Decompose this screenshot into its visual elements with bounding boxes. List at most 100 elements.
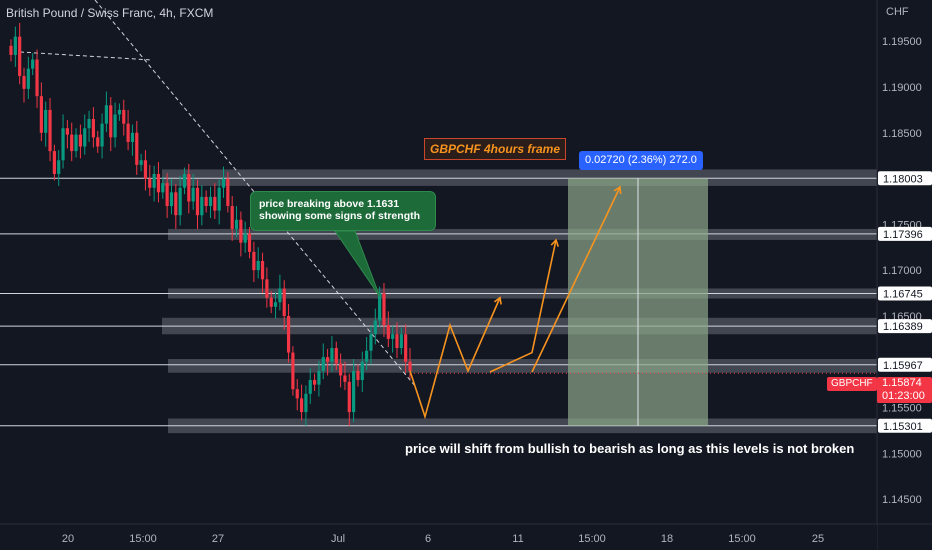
candle-body[interactable] — [408, 361, 412, 371]
candle-body[interactable] — [96, 137, 100, 147]
candle-body[interactable] — [334, 348, 338, 364]
candle-body[interactable] — [226, 178, 230, 207]
candle-body[interactable] — [234, 219, 239, 229]
projection-path-mid[interactable] — [489, 239, 557, 373]
candle-body[interactable] — [87, 119, 91, 129]
candle-body[interactable] — [217, 187, 221, 211]
candle-body[interactable] — [321, 357, 325, 371]
measure-label[interactable]: 0.02720 (2.36%) 272.0 — [579, 151, 703, 170]
candle-body[interactable] — [143, 160, 148, 179]
candle-body[interactable] — [126, 123, 130, 142]
candle-body[interactable] — [182, 174, 187, 188]
candle-body[interactable] — [104, 105, 109, 124]
candle-body[interactable] — [113, 114, 117, 138]
candle-body[interactable] — [256, 261, 260, 271]
candle-body[interactable] — [169, 192, 174, 207]
candle-body[interactable] — [373, 320, 377, 335]
candle-body[interactable] — [269, 297, 273, 307]
candle-body[interactable] — [174, 192, 178, 216]
projection-path[interactable] — [409, 297, 501, 420]
candle-body[interactable] — [213, 196, 217, 211]
candle-body[interactable] — [382, 293, 386, 326]
candle-body[interactable] — [243, 233, 247, 243]
candle-body[interactable] — [135, 132, 139, 165]
candle-body[interactable] — [399, 334, 403, 348]
candle-body[interactable] — [265, 279, 269, 298]
candle-body[interactable] — [221, 178, 226, 188]
candle-body[interactable] — [352, 370, 356, 413]
candle-body[interactable] — [200, 196, 204, 216]
candle-body[interactable] — [187, 174, 191, 202]
candle-body[interactable] — [65, 128, 69, 135]
candle-body[interactable] — [260, 261, 265, 280]
candle-body[interactable] — [48, 109, 52, 152]
candle-body[interactable] — [191, 187, 195, 202]
candle-body[interactable] — [365, 350, 369, 362]
candle-body[interactable] — [57, 160, 61, 174]
candle-body[interactable] — [31, 59, 35, 69]
candle-body[interactable] — [299, 398, 304, 413]
candle-body[interactable] — [44, 109, 48, 133]
candle-body[interactable] — [308, 380, 312, 394]
candle-body[interactable] — [26, 68, 30, 89]
candle-body[interactable] — [369, 334, 373, 351]
candle-body[interactable] — [9, 45, 13, 55]
candle-body[interactable] — [252, 251, 256, 271]
candle-body[interactable] — [386, 325, 390, 339]
candle-body[interactable] — [239, 219, 243, 243]
candle-body[interactable] — [195, 187, 200, 216]
candle-body[interactable] — [148, 178, 152, 188]
projection-path-top[interactable] — [531, 186, 621, 373]
candle-body[interactable] — [395, 334, 399, 348]
candle-body[interactable] — [165, 183, 169, 207]
candle-body[interactable] — [347, 381, 351, 413]
candle-body[interactable] — [312, 380, 317, 385]
candle-body[interactable] — [122, 109, 126, 124]
candle-body[interactable] — [317, 370, 321, 385]
candle-body[interactable] — [247, 233, 252, 252]
candle-body[interactable] — [83, 128, 87, 147]
candle-body[interactable] — [286, 315, 291, 353]
candle-body[interactable] — [295, 389, 299, 399]
candle-body[interactable] — [391, 334, 395, 339]
candle-body[interactable] — [304, 393, 308, 413]
candle-body[interactable] — [13, 36, 17, 55]
candle-body[interactable] — [109, 105, 113, 138]
candle-body[interactable] — [330, 348, 334, 362]
candle-body[interactable] — [52, 151, 56, 174]
timeframe-label[interactable]: GBPCHF 4hours frame — [424, 138, 567, 160]
candle-body[interactable] — [208, 196, 213, 207]
candle-body[interactable] — [178, 187, 182, 216]
candle-body[interactable] — [356, 370, 360, 381]
candle-body[interactable] — [204, 196, 208, 207]
candle-body[interactable] — [74, 134, 78, 152]
candle-body[interactable] — [282, 288, 286, 316]
candle-body[interactable] — [100, 123, 104, 147]
candle-body[interactable] — [378, 293, 382, 321]
candle-body[interactable] — [273, 302, 278, 307]
bottom-note[interactable]: price will shift from bullish to bearish… — [405, 441, 855, 456]
candle-body[interactable] — [161, 183, 165, 193]
breakout-note-callout[interactable]: price breaking above 1.1631 showing some… — [250, 191, 436, 231]
candle-body[interactable] — [35, 59, 39, 97]
candle-body[interactable] — [61, 128, 65, 161]
candle-body[interactable] — [78, 134, 82, 147]
candle-body[interactable] — [343, 375, 347, 382]
candle-body[interactable] — [278, 288, 282, 303]
candle-body[interactable] — [230, 206, 234, 229]
candle-body[interactable] — [139, 160, 143, 165]
candle-body[interactable] — [22, 76, 26, 89]
candle-body[interactable] — [130, 132, 135, 142]
candle-body[interactable] — [91, 119, 96, 138]
candle-body[interactable] — [291, 352, 295, 390]
candle-body[interactable] — [39, 96, 43, 133]
candle-body[interactable] — [156, 174, 161, 193]
candle-body[interactable] — [18, 36, 22, 77]
candle-body[interactable] — [404, 334, 408, 362]
candle-body[interactable] — [117, 109, 122, 115]
candle-body[interactable] — [152, 174, 156, 188]
candle-body[interactable] — [325, 357, 330, 362]
candle-body[interactable] — [360, 361, 364, 381]
candle-body[interactable] — [70, 134, 74, 152]
